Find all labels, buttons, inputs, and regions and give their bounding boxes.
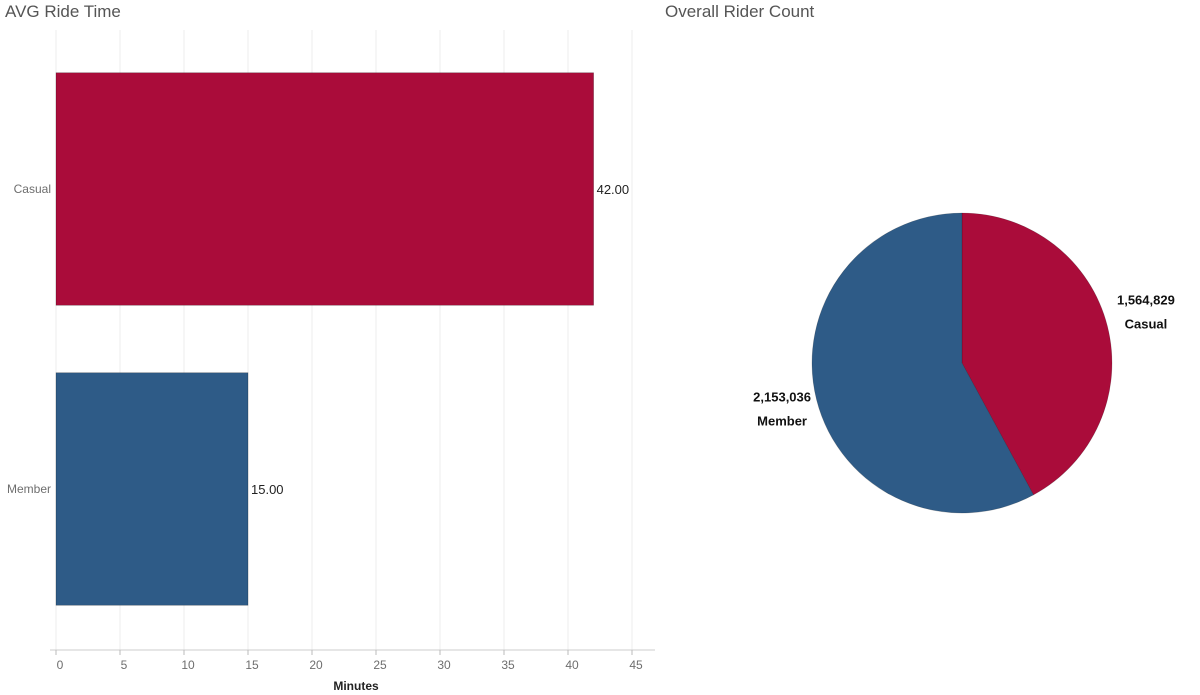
x-tick-label-25: 25 (373, 658, 387, 672)
x-tick-label-40: 40 (565, 658, 579, 672)
pie-value-label-member: 2,153,036 (753, 390, 811, 405)
pie-slices (811, 212, 1113, 514)
x-tick-label-0: 0 (57, 658, 64, 672)
bar-chart-title: AVG Ride Time (5, 2, 121, 21)
avg-ride-time-chart: AVG Ride Time Casual Member 42.00 15.00 0 5… (5, 2, 655, 693)
x-tick-label-15: 15 (245, 658, 259, 672)
x-tick-label-45: 45 (629, 658, 643, 672)
pie-slice-member (811, 212, 1034, 514)
bar-value-label-casual: 42.00 (597, 182, 630, 197)
x-tick-label-5: 5 (121, 658, 128, 672)
pie-slice-casual (961, 212, 1113, 496)
category-label-casual: Casual (14, 182, 51, 196)
x-tick-label-20: 20 (309, 658, 323, 672)
pie-labels: 1,564,829 Casual 2,153,036 Member (753, 292, 1175, 428)
overall-rider-count-chart: Overall Rider Count 1,564,829 Casual 2,153… (665, 2, 1175, 514)
bar-series (55, 72, 594, 606)
x-tick-label-10: 10 (181, 658, 195, 672)
x-axis-ticks: 0 5 10 15 20 25 30 35 40 45 (55, 650, 643, 672)
bar-value-label-member: 15.00 (251, 482, 284, 497)
bar-member (55, 372, 249, 606)
bar-data-labels: 42.00 15.00 (251, 182, 629, 497)
bar-category-labels: Casual Member (7, 182, 51, 496)
bar-casual (55, 72, 594, 306)
pie-category-label-member: Member (757, 414, 807, 429)
category-label-member: Member (7, 482, 51, 496)
x-axis-title: Minutes (333, 679, 379, 693)
pie-chart-title: Overall Rider Count (665, 2, 815, 21)
x-tick-label-30: 30 (437, 658, 451, 672)
x-tick-label-35: 35 (501, 658, 515, 672)
pie-category-label-casual: Casual (1125, 316, 1168, 331)
pie-value-label-casual: 1,564,829 (1117, 292, 1175, 307)
